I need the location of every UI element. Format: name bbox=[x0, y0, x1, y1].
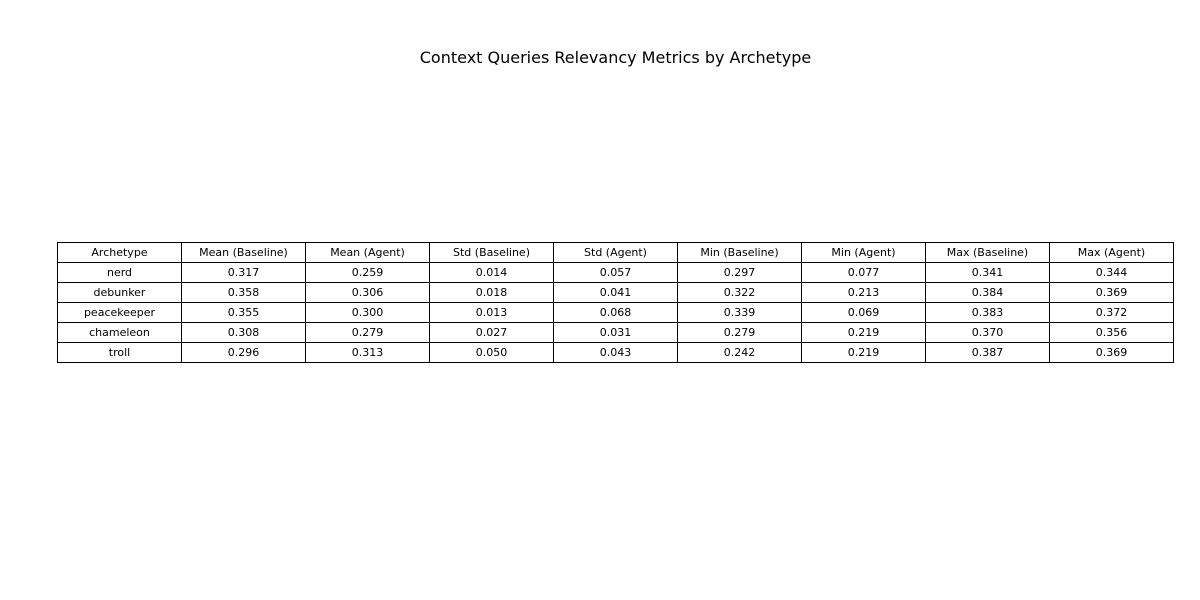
table-cell: 0.341 bbox=[925, 262, 1050, 283]
table-cell: 0.322 bbox=[677, 282, 802, 303]
table-cell: chameleon bbox=[57, 322, 182, 343]
table-cell: 0.027 bbox=[429, 322, 554, 343]
table-cell: 0.013 bbox=[429, 302, 554, 323]
table-cell: 0.383 bbox=[925, 302, 1050, 323]
table-cell: 0.279 bbox=[305, 322, 430, 343]
table-cell: 0.279 bbox=[677, 322, 802, 343]
table-cell: 0.069 bbox=[801, 302, 926, 323]
column-header: Std (Agent) bbox=[553, 242, 678, 263]
table-cell: 0.057 bbox=[553, 262, 678, 283]
table-row: debunker 0.358 0.306 0.018 0.041 0.322 0… bbox=[57, 282, 1174, 303]
table-cell: 0.387 bbox=[925, 342, 1050, 363]
table-cell: 0.372 bbox=[1049, 302, 1174, 323]
table-cell: 0.259 bbox=[305, 262, 430, 283]
table-cell: 0.018 bbox=[429, 282, 554, 303]
column-header: Mean (Baseline) bbox=[181, 242, 306, 263]
table-cell: 0.296 bbox=[181, 342, 306, 363]
column-header: Std (Baseline) bbox=[429, 242, 554, 263]
table-cell: 0.313 bbox=[305, 342, 430, 363]
table-cell: 0.308 bbox=[181, 322, 306, 343]
table-cell: 0.344 bbox=[1049, 262, 1174, 283]
table-cell: 0.077 bbox=[801, 262, 926, 283]
column-header: Max (Baseline) bbox=[925, 242, 1050, 263]
table-cell: 0.317 bbox=[181, 262, 306, 283]
table-row: nerd 0.317 0.259 0.014 0.057 0.297 0.077… bbox=[57, 262, 1174, 283]
table-cell: 0.297 bbox=[677, 262, 802, 283]
table-cell: 0.041 bbox=[553, 282, 678, 303]
table-cell: 0.213 bbox=[801, 282, 926, 303]
table-row: chameleon 0.308 0.279 0.027 0.031 0.279 … bbox=[57, 322, 1174, 343]
table-cell: 0.384 bbox=[925, 282, 1050, 303]
table-cell: 0.355 bbox=[181, 302, 306, 323]
column-header: Max (Agent) bbox=[1049, 242, 1174, 263]
table-cell: 0.306 bbox=[305, 282, 430, 303]
column-header: Archetype bbox=[57, 242, 182, 263]
table-cell: 0.050 bbox=[429, 342, 554, 363]
table-cell: 0.043 bbox=[553, 342, 678, 363]
table-row: troll 0.296 0.313 0.050 0.043 0.242 0.21… bbox=[57, 342, 1174, 363]
table-cell: 0.300 bbox=[305, 302, 430, 323]
table-header-row: Archetype Mean (Baseline) Mean (Agent) S… bbox=[57, 242, 1174, 263]
table-cell: 0.014 bbox=[429, 262, 554, 283]
table-cell: 0.219 bbox=[801, 322, 926, 343]
column-header: Mean (Agent) bbox=[305, 242, 430, 263]
table-cell: 0.242 bbox=[677, 342, 802, 363]
table-cell: 0.219 bbox=[801, 342, 926, 363]
metrics-table: Archetype Mean (Baseline) Mean (Agent) S… bbox=[57, 242, 1174, 363]
table-cell: 0.358 bbox=[181, 282, 306, 303]
table-cell: 0.031 bbox=[553, 322, 678, 343]
table-cell: 0.369 bbox=[1049, 282, 1174, 303]
table-cell: 0.356 bbox=[1049, 322, 1174, 343]
table-cell: nerd bbox=[57, 262, 182, 283]
chart-title: Context Queries Relevancy Metrics by Arc… bbox=[419, 48, 812, 67]
column-header: Min (Baseline) bbox=[677, 242, 802, 263]
column-header: Min (Agent) bbox=[801, 242, 926, 263]
table-row: peacekeeper 0.355 0.300 0.013 0.068 0.33… bbox=[57, 302, 1174, 323]
table-cell: troll bbox=[57, 342, 182, 363]
table-cell: debunker bbox=[57, 282, 182, 303]
table-cell: 0.068 bbox=[553, 302, 678, 323]
table-cell: 0.339 bbox=[677, 302, 802, 323]
table-cell: peacekeeper bbox=[57, 302, 182, 323]
table-cell: 0.370 bbox=[925, 322, 1050, 343]
table-cell: 0.369 bbox=[1049, 342, 1174, 363]
